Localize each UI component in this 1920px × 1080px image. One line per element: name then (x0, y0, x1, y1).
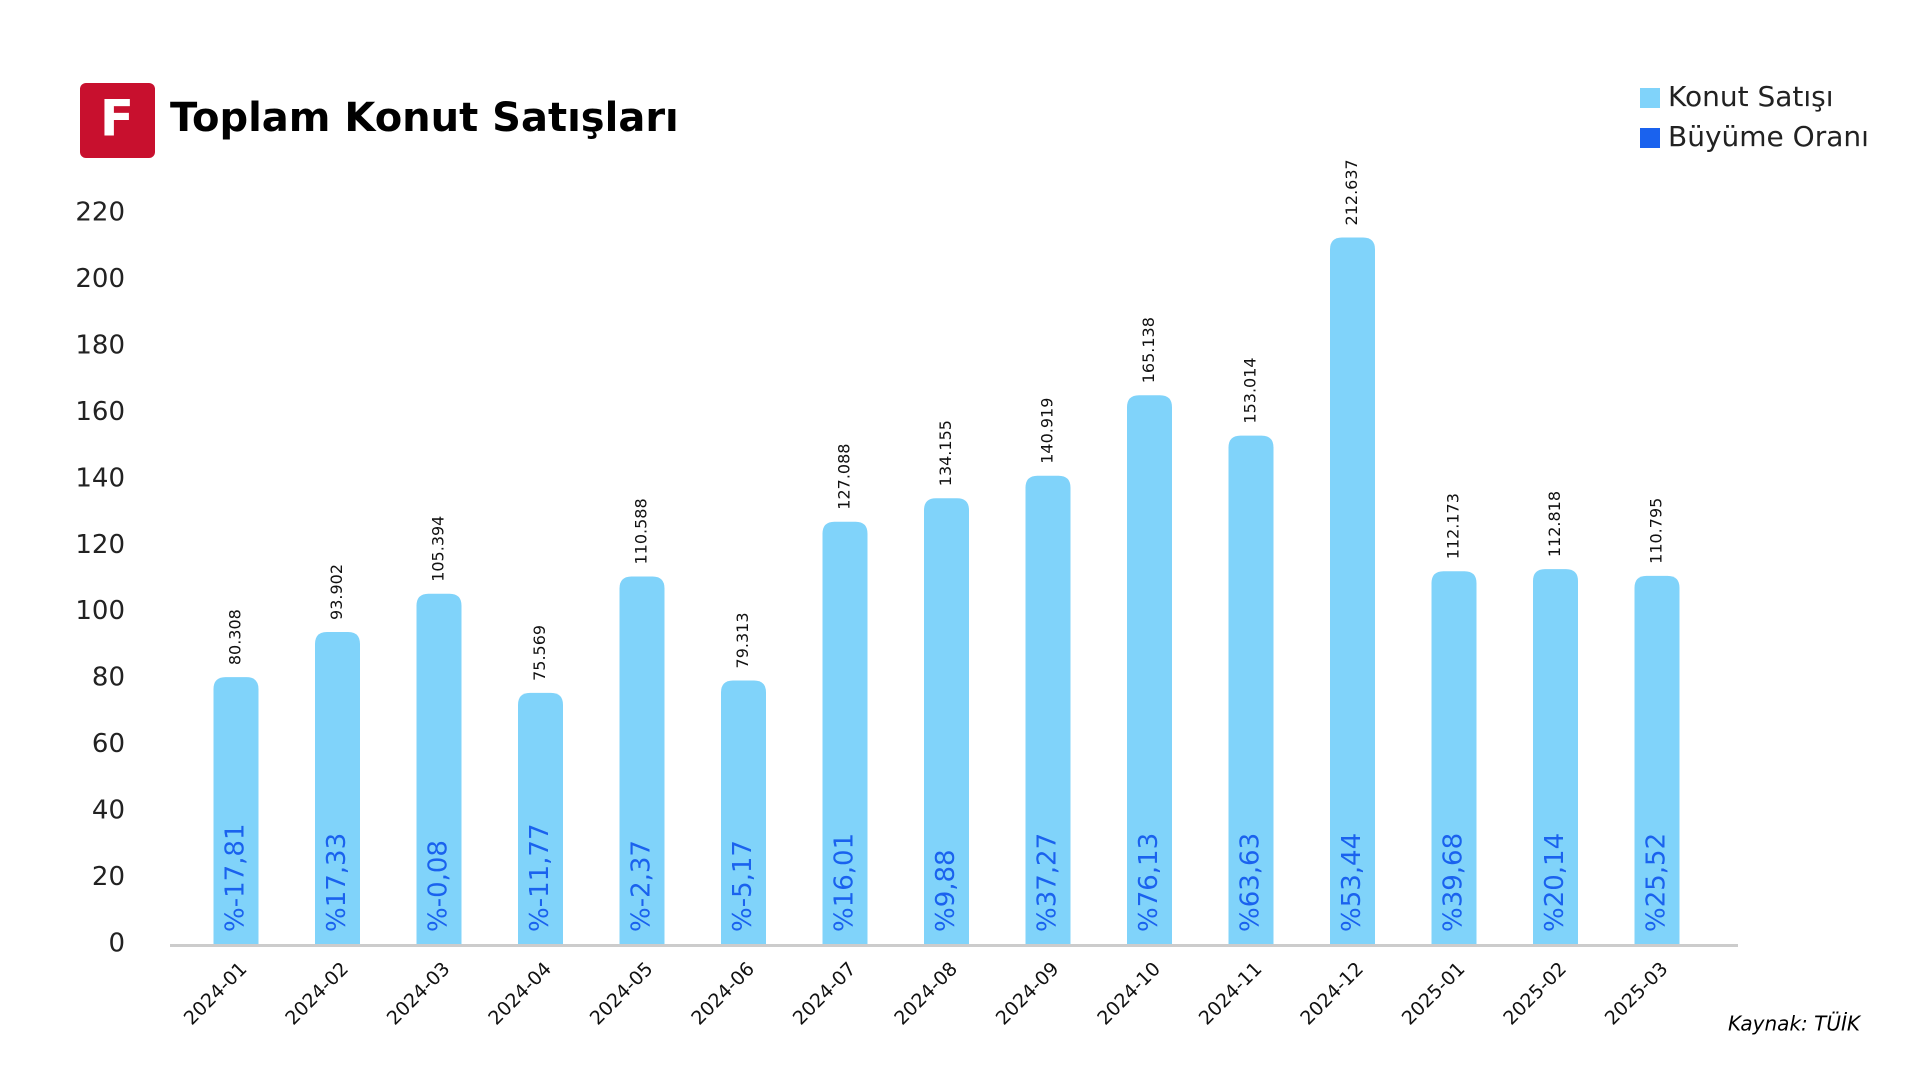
bar (924, 498, 969, 944)
x-tick-label: 2024-04 (484, 958, 556, 1030)
growth-label: %37,27 (1033, 833, 1063, 932)
x-tick-label: 2025-03 (1601, 958, 1673, 1030)
bar (518, 692, 563, 944)
growth-label: %-11,77 (525, 823, 555, 932)
growth-label: %76,13 (1134, 833, 1164, 932)
bar (822, 521, 868, 944)
growth-label: %-17,81 (221, 823, 251, 932)
bar (1431, 571, 1477, 944)
y-tick-label: 60 (92, 729, 125, 759)
value-label: 79.313 (733, 612, 752, 668)
value-label: 93.902 (327, 564, 346, 620)
x-tick-label: 2024-06 (687, 958, 759, 1030)
source: Kaynak: TÜİK (1728, 1012, 1862, 1036)
bar (1533, 569, 1578, 944)
bar (213, 677, 259, 944)
x-tick-label: 2024-03 (383, 958, 455, 1030)
growth-label: %53,44 (1337, 833, 1367, 932)
bar (416, 593, 462, 944)
growth-label: %-2,37 (627, 840, 657, 932)
x-tick-label: 2024-12 (1296, 958, 1368, 1030)
growth-label: %39,68 (1439, 833, 1469, 932)
legend-swatch (1640, 88, 1660, 108)
growth-label: %63,63 (1236, 833, 1266, 932)
value-label: 134.155 (936, 420, 955, 486)
x-tick-label: 2024-08 (890, 958, 962, 1030)
growth-label: %-0,08 (424, 840, 454, 932)
legend-label: Büyüme Oranı (1668, 120, 1869, 153)
value-label: 153.014 (1241, 357, 1260, 423)
growth-label: %-5,17 (728, 840, 758, 932)
value-label: 112.818 (1545, 491, 1564, 557)
value-label: 165.138 (1139, 317, 1158, 383)
bar (315, 631, 360, 944)
legend-label: Konut Satışı (1668, 80, 1834, 113)
y-tick-label: 80 (92, 663, 125, 693)
y-tick-label: 120 (75, 530, 125, 560)
logo-text: F (100, 90, 134, 148)
x-tick-label: 2024-09 (992, 958, 1064, 1030)
y-tick-label: 40 (92, 796, 125, 826)
value-label: 127.088 (835, 444, 854, 510)
value-label: 140.919 (1038, 398, 1057, 464)
x-tick-label: 2024-10 (1093, 958, 1165, 1030)
bar (1228, 435, 1274, 944)
y-tick-label: 160 (75, 397, 125, 427)
growth-label: %20,14 (1540, 833, 1570, 932)
y-tick-label: 180 (75, 330, 125, 360)
x-tick-label: 2024-07 (789, 958, 861, 1030)
y-tick-label: 140 (75, 463, 125, 493)
x-tick-label: 2024-11 (1195, 958, 1267, 1030)
value-label: 110.588 (632, 498, 651, 564)
value-label: 110.795 (1647, 498, 1666, 564)
x-tick-label: 2024-02 (281, 958, 353, 1030)
bar (1634, 575, 1680, 944)
y-tick-label: 200 (75, 264, 125, 294)
growth-label: %25,52 (1642, 833, 1672, 932)
y-tick-label: 0 (108, 929, 125, 959)
bar (619, 576, 665, 944)
x-tick-label: 2025-01 (1398, 958, 1470, 1030)
bar (721, 680, 766, 944)
value-label: 80.308 (226, 609, 245, 665)
value-label: 112.173 (1444, 493, 1463, 559)
y-tick-label: 20 (92, 862, 125, 892)
x-tick-label: 2024-05 (586, 958, 658, 1030)
x-tick-label: 2024-01 (180, 958, 252, 1030)
growth-label: %16,01 (830, 833, 860, 932)
logo-box (80, 83, 155, 158)
bar (1127, 395, 1172, 944)
bar (1025, 475, 1071, 944)
bar (1330, 237, 1375, 945)
x-tick-label: 2025-02 (1499, 958, 1571, 1030)
y-tick-label: 220 (75, 198, 125, 228)
value-label: 212.637 (1342, 159, 1361, 225)
legend-swatch (1640, 128, 1660, 148)
growth-label: %9,88 (931, 849, 961, 932)
value-label: 75.569 (530, 625, 549, 681)
chart-title: Toplam Konut Satışları (170, 95, 679, 141)
growth-label: %17,33 (322, 833, 352, 932)
y-tick-label: 100 (75, 596, 125, 626)
value-label: 105.394 (429, 516, 448, 582)
